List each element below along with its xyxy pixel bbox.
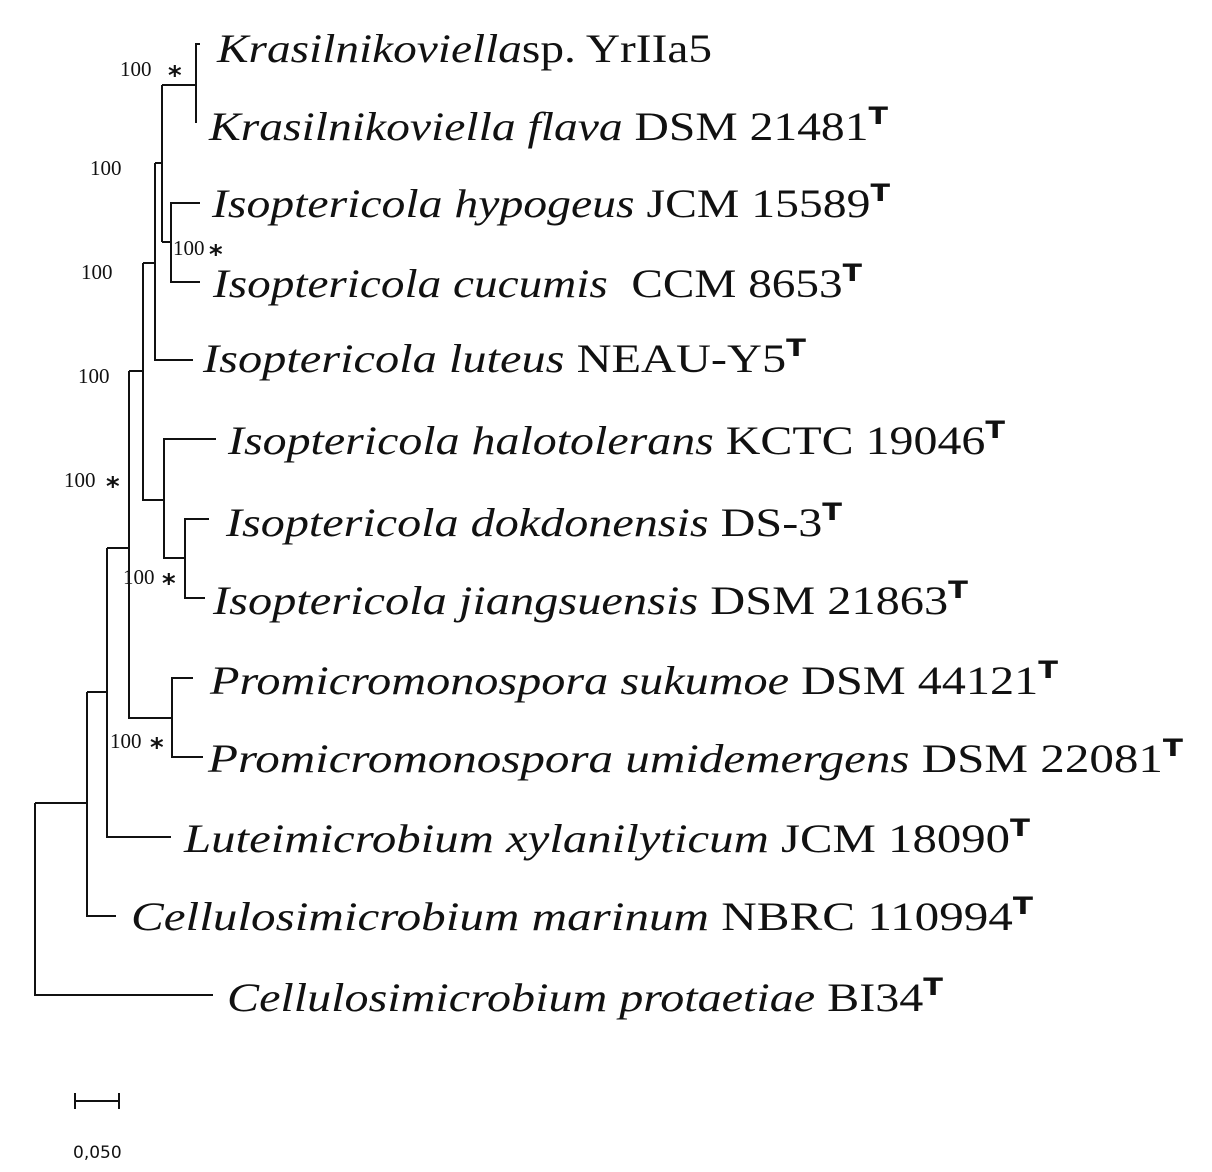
- asterisk-icon: *: [168, 61, 182, 91]
- tip-label: Promicromonospora umidemergens DSM 22081…: [207, 734, 1184, 781]
- branch-promicromonospora: [171, 677, 203, 758]
- scale-bar: 0,050: [73, 1093, 122, 1163]
- branch-node-b: [143, 163, 193, 361]
- bootstrap-value: 100: [123, 565, 155, 589]
- tip-label: Krasilnikoviella flava DSM 21481 T: [208, 102, 889, 149]
- tip-label: Isoptericola hypogeus JCM 15589 T: [211, 179, 891, 226]
- bootstrap-value: 100: [110, 729, 142, 753]
- bootstrap-value: 100: [78, 364, 110, 388]
- asterisk-icon: *: [209, 240, 223, 270]
- asterisk-icon: *: [106, 472, 120, 502]
- bootstrap-value: 100: [81, 260, 113, 284]
- branch-halotolerans-clade: [163, 438, 216, 559]
- tip-label: Isoptericola halotolerans KCTC 19046 T: [227, 416, 1006, 463]
- tip-label: Cellulosimicrobium marinum NBRC 110994 T: [131, 892, 1034, 939]
- asterisk-icon: *: [162, 569, 176, 599]
- asterisk-icon: *: [150, 733, 164, 763]
- tree-branches: [34, 43, 216, 996]
- tip-label: Isoptericola jiangsuensis DSM 21863 T: [212, 576, 969, 623]
- scale-bar-label: 0,050: [73, 1143, 122, 1163]
- branch-node-a: [155, 85, 163, 242]
- tip-label: Isoptericola dokdonensis DS-3 T: [225, 498, 843, 545]
- branch-dokdonensis-jiangsuensis: [184, 518, 209, 599]
- branch-krasilnikoviella-clade: [162, 43, 200, 123]
- bootstrap-labels: 100 * 100 100 * 100 100 100 * 100 * 100 …: [64, 57, 223, 763]
- tip-labels: Krasilnikoviella sp. YrIIa5 Krasilnikovie…: [131, 26, 1184, 1020]
- tip-label: Cellulosimicrobium protaetiae BI34 T: [227, 973, 944, 1020]
- branch-node-c: [129, 263, 164, 501]
- branch-node-f: [35, 692, 116, 917]
- bootstrap-value: 100: [120, 57, 152, 81]
- bootstrap-value: 100: [64, 468, 96, 492]
- branch-root: [34, 803, 213, 996]
- branch-node-e: [87, 548, 171, 838]
- branch-hypogeus-cucumis: [162, 202, 200, 283]
- tip-label: Isoptericola luteus NEAU-Y5 T: [202, 334, 807, 381]
- scale-bar-line: [74, 1093, 120, 1109]
- tip-label: Isoptericola cucumis CCM 8653 T: [212, 259, 863, 306]
- tip-label: Promicromonospora sukumoe DSM 44121 T: [209, 656, 1059, 703]
- tip-label: Luteimicrobium xylanilyticum JCM 18090 T: [183, 814, 1031, 861]
- branch-node-d: [107, 371, 172, 719]
- bootstrap-value: 100: [90, 156, 122, 180]
- tip-label: Krasilnikoviella sp. YrIIa5: [216, 26, 712, 71]
- bootstrap-value: 100: [173, 236, 205, 260]
